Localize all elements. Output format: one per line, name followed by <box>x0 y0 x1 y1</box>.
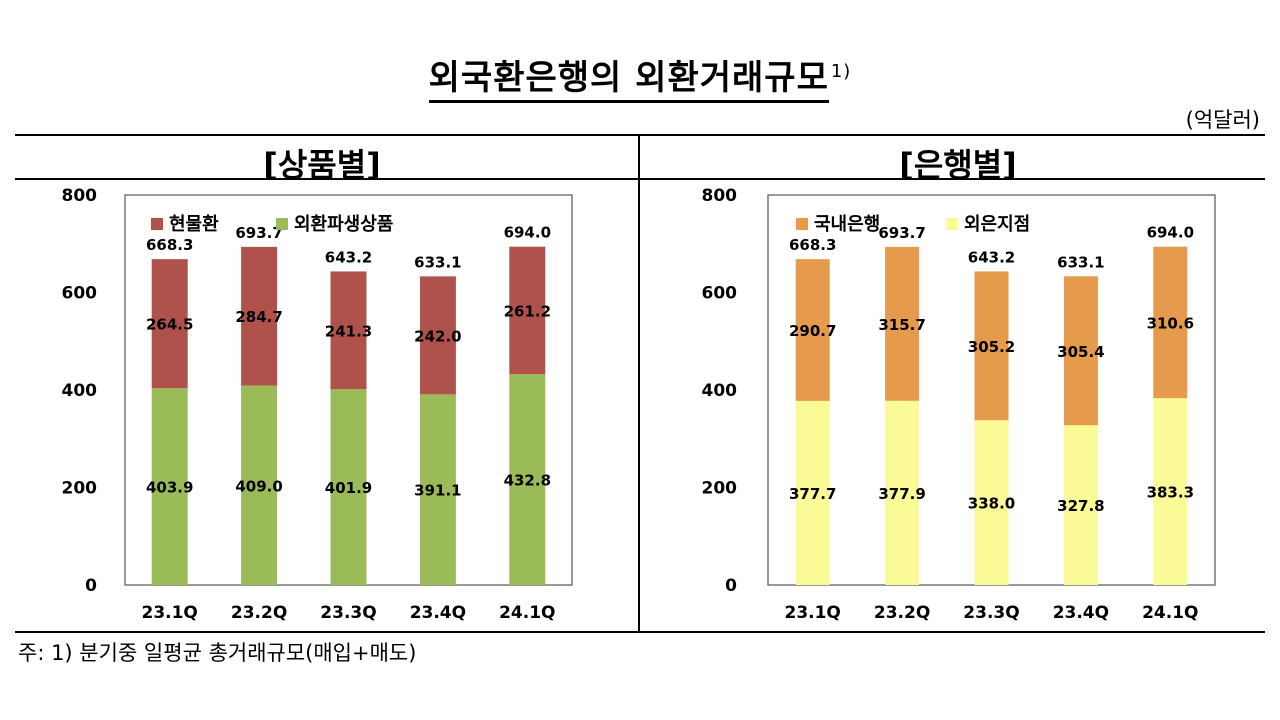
y-tick-label: 600 <box>62 284 98 304</box>
bar-segment <box>885 246 920 401</box>
bar-segment <box>241 246 278 386</box>
legend-label: 외환파생상품 <box>294 213 393 235</box>
bar-segment <box>974 420 1009 585</box>
y-tick-label: 800 <box>62 186 98 206</box>
data-label: 401.9 <box>325 479 372 497</box>
data-label: 403.9 <box>146 479 193 497</box>
x-tick-label: 24.1Q <box>499 603 555 623</box>
title-footnote-mark: 1) <box>830 60 852 82</box>
total-label: 633.1 <box>414 253 461 271</box>
data-label: 284.7 <box>235 308 282 326</box>
bar-segment <box>509 246 546 375</box>
data-label: 241.3 <box>325 322 372 340</box>
bottom-divider <box>15 631 1265 633</box>
top-divider <box>15 134 1265 136</box>
bar-segment <box>885 400 920 585</box>
bar-segment <box>419 276 456 395</box>
bar-segment <box>509 374 546 585</box>
bar-segment <box>1153 398 1188 585</box>
data-label: 338.0 <box>968 495 1015 513</box>
total-label: 643.2 <box>968 248 1015 266</box>
x-tick-label: 24.1Q <box>1142 603 1198 623</box>
data-label: 242.0 <box>414 327 461 345</box>
center-divider <box>638 135 640 632</box>
bar-segment <box>1063 276 1098 426</box>
y-tick-label: 800 <box>702 186 738 206</box>
bar-segment <box>974 271 1009 421</box>
bar-segment <box>241 385 278 585</box>
legend-swatch <box>946 218 958 230</box>
legend-swatch <box>796 218 808 230</box>
total-label: 693.7 <box>878 224 925 242</box>
footnote: 주: 1) 분기중 일평균 총거래규모(매입+매도) <box>18 641 417 665</box>
bar-segment <box>419 394 456 585</box>
section-title-product: [상품별] <box>263 146 381 184</box>
total-label: 668.3 <box>146 236 193 254</box>
y-tick-label: 200 <box>62 479 98 499</box>
total-label: 694.0 <box>504 224 551 242</box>
y-tick-label: 600 <box>702 284 738 304</box>
x-tick-label: 23.2Q <box>874 603 930 623</box>
y-tick-label: 400 <box>62 381 98 401</box>
data-label: 377.9 <box>878 485 925 503</box>
total-label: 633.1 <box>1057 253 1104 271</box>
bar-segment <box>1153 246 1188 399</box>
bank-chart: 0 200 400 600 800 377.7 290.7 668.3 23.1Q 377.9 31… <box>702 186 1216 623</box>
x-tick-label: 23.1Q <box>784 603 840 623</box>
data-label: 432.8 <box>504 472 551 490</box>
y-tick-label: 0 <box>725 576 737 596</box>
data-label: 264.5 <box>146 316 193 334</box>
bar-segment <box>151 259 188 389</box>
data-label: 409.0 <box>235 477 282 495</box>
total-label: 693.7 <box>235 224 282 242</box>
legend-label: 외은지점 <box>964 214 1030 235</box>
legend-label: 현물환 <box>169 213 219 235</box>
x-tick-label: 23.4Q <box>1053 603 1109 623</box>
page-title: 외국환은행의 외환거래규모 1) <box>0 50 1280 103</box>
legend-swatch <box>276 218 288 230</box>
data-label: 305.2 <box>968 338 1015 356</box>
legend-swatch <box>151 218 163 230</box>
x-tick-label: 23.4Q <box>410 603 466 623</box>
x-tick-label: 23.3Q <box>963 603 1019 623</box>
legend-label: 국내은행 <box>814 214 880 235</box>
data-label: 310.6 <box>1147 314 1194 332</box>
bar-segment <box>795 259 830 401</box>
x-tick-label: 23.2Q <box>231 603 287 623</box>
data-label: 315.7 <box>878 316 925 334</box>
total-label: 694.0 <box>1147 224 1194 242</box>
y-tick-label: 200 <box>702 479 738 499</box>
page-title-text: 외국환은행의 외환거래규모 <box>428 58 829 103</box>
data-label: 391.1 <box>414 482 461 500</box>
bar-segment <box>330 271 367 390</box>
data-label: 377.7 <box>789 485 836 503</box>
unit-label: (억달러) <box>1185 108 1260 132</box>
data-label: 383.3 <box>1147 484 1194 502</box>
section-title-bank: [은행별] <box>899 146 1017 184</box>
bar-segment <box>151 388 188 585</box>
data-label: 290.7 <box>789 322 836 340</box>
total-label: 668.3 <box>789 236 836 254</box>
bar-segment <box>795 400 830 585</box>
data-label: 305.4 <box>1057 343 1104 361</box>
bar-segment <box>330 389 367 585</box>
product-chart: 0 200 400 600 800 403.9 264.5 668.3 23.1Q 409.0 28… <box>62 186 573 623</box>
y-tick-label: 400 <box>702 381 738 401</box>
y-tick-label: 0 <box>85 576 97 596</box>
data-label: 261.2 <box>504 302 551 320</box>
bar-segment <box>1063 425 1098 585</box>
total-label: 643.2 <box>325 248 372 266</box>
header-divider <box>15 178 1265 180</box>
x-tick-label: 23.3Q <box>320 603 376 623</box>
data-label: 327.8 <box>1057 497 1104 515</box>
x-tick-label: 23.1Q <box>141 603 197 623</box>
